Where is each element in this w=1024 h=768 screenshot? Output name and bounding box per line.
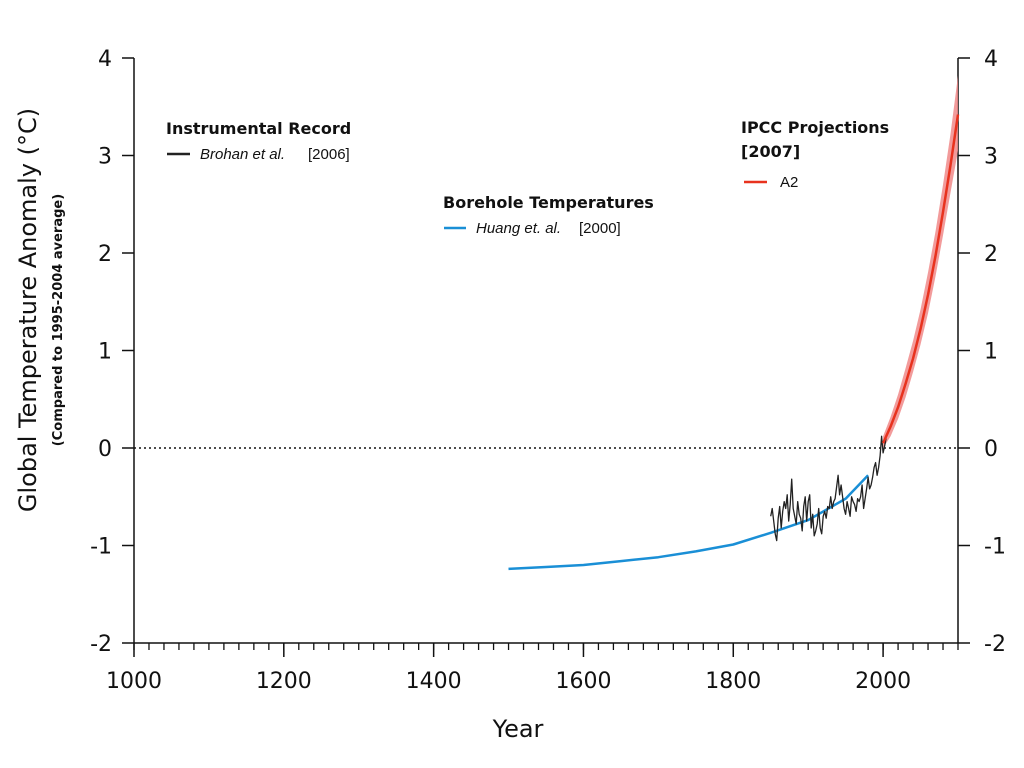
y-tick-label-right: -1 xyxy=(984,535,1006,560)
legend-instrumental: Instrumental Record Brohan et al. [2006] xyxy=(166,119,351,163)
legend-borehole-author: Huang et. al. xyxy=(476,220,561,237)
legend-ipcc-entry: A2 xyxy=(780,174,798,191)
legend-instrumental-title: Instrumental Record xyxy=(166,119,351,138)
series-layer xyxy=(508,75,960,571)
y-tick-label-right: 1 xyxy=(984,340,998,365)
ipcc-a2-uncertainty-band xyxy=(883,75,958,448)
x-tick-label: 1000 xyxy=(106,669,162,694)
x-ticks: 1000 1200 1400 1600 1800 2000 xyxy=(106,643,911,694)
y-tick-label-left: 0 xyxy=(98,437,112,462)
x-tick-label: 1400 xyxy=(406,669,462,694)
legend-ipcc: IPCC Projections [2007] A2 xyxy=(741,118,889,191)
legend-borehole-title: Borehole Temperatures xyxy=(443,193,654,212)
x-minor-ticks xyxy=(133,643,959,650)
y-tick-label-left: 2 xyxy=(98,242,112,267)
x-tick-label: 1200 xyxy=(256,669,312,694)
instrumental-series-line xyxy=(770,435,887,542)
legend-ipcc-title-line2: [2007] xyxy=(741,142,800,161)
y-ticks-right: -2 -1 0 1 2 3 4 xyxy=(958,47,1006,657)
ipcc-a2-projection-line xyxy=(881,114,960,444)
legend-borehole-year: [2000] xyxy=(579,220,621,237)
legend-ipcc-title-line1: IPCC Projections xyxy=(741,118,889,137)
x-tick-label: 1800 xyxy=(705,669,761,694)
y-tick-label-left: 3 xyxy=(98,145,112,170)
y-tick-label-left: 1 xyxy=(98,340,112,365)
y-axis-subtitle: (Compared to 1995-2004 average) xyxy=(51,194,66,446)
y-tick-label-right: 0 xyxy=(984,437,998,462)
legend-instrumental-author: Brohan et al. xyxy=(200,146,285,163)
y-tick-label-left: -1 xyxy=(90,535,112,560)
y-tick-label-right: -2 xyxy=(984,632,1006,657)
x-axis-title: Year xyxy=(492,715,544,743)
y-axis-title: Global Temperature Anomaly (°C) xyxy=(14,108,42,512)
y-tick-label-left: 4 xyxy=(98,47,112,72)
y-tick-label-left: -2 xyxy=(90,632,112,657)
legend-instrumental-year: [2006] xyxy=(308,146,350,163)
y-tick-label-right: 4 xyxy=(984,47,998,72)
legend-borehole: Borehole Temperatures Huang et. al. [200… xyxy=(443,193,654,237)
x-tick-label: 1600 xyxy=(555,669,611,694)
x-tick-label: 2000 xyxy=(855,669,911,694)
borehole-series-line xyxy=(508,474,870,571)
y-ticks-left: -2 -1 0 1 2 3 4 xyxy=(90,47,134,657)
y-tick-label-right: 2 xyxy=(984,242,998,267)
y-tick-label-right: 3 xyxy=(984,145,998,170)
